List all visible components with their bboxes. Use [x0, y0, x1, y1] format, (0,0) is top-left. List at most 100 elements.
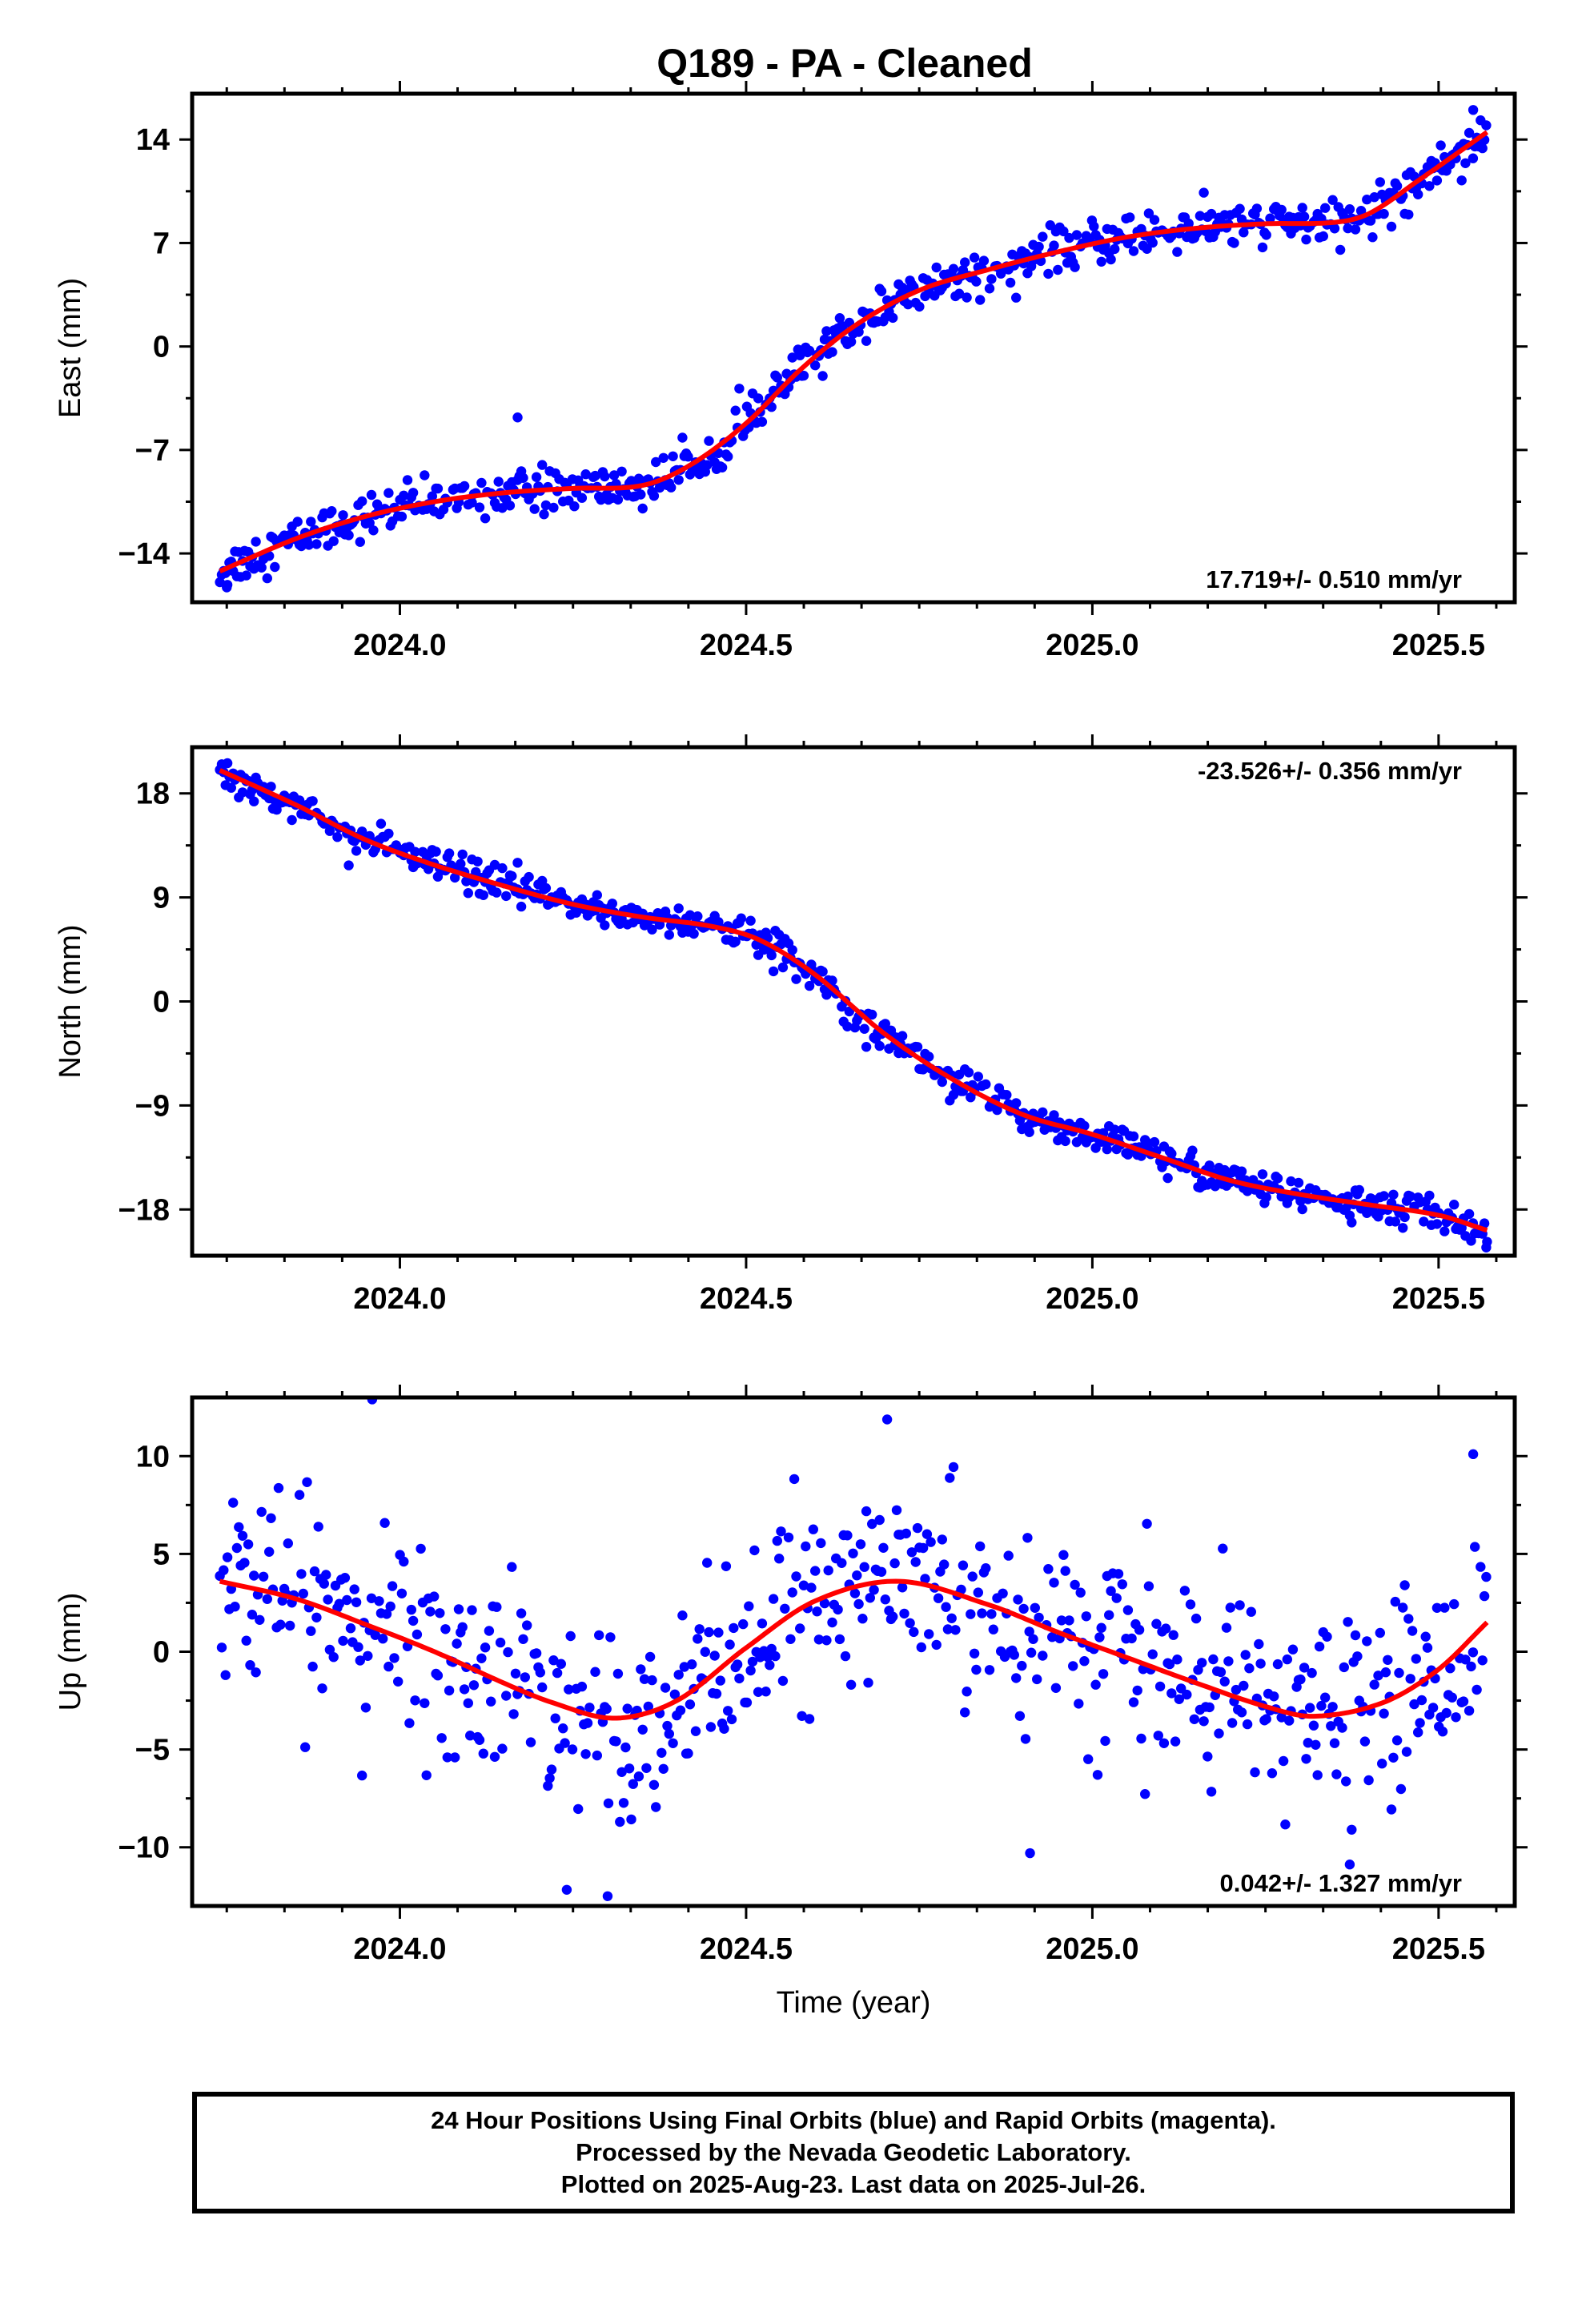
data-point	[1301, 234, 1311, 245]
data-point	[812, 1606, 822, 1617]
data-point	[1143, 1581, 1154, 1591]
data-point	[239, 1558, 250, 1568]
data-point	[723, 451, 733, 462]
data-point	[368, 525, 379, 536]
data-point	[1168, 1630, 1178, 1640]
data-point	[1111, 1593, 1122, 1603]
data-point	[761, 1687, 771, 1697]
data-point	[1477, 1655, 1488, 1666]
data-point	[1435, 140, 1446, 151]
x-tick-label: 2025.5	[1392, 1932, 1485, 1966]
data-point	[349, 1584, 359, 1594]
data-point	[383, 1661, 394, 1672]
data-point	[1011, 292, 1022, 303]
data-point	[307, 1661, 318, 1672]
data-point	[1413, 189, 1423, 199]
data-point	[1413, 1727, 1423, 1738]
data-point	[777, 962, 789, 973]
data-point	[1038, 1107, 1048, 1118]
data-point	[1456, 1223, 1467, 1233]
data-point	[1272, 1659, 1283, 1670]
data-point	[664, 930, 674, 940]
data-point	[226, 782, 236, 793]
data-point	[508, 1709, 519, 1719]
data-point	[1265, 213, 1275, 223]
data-point	[1024, 1127, 1034, 1138]
data-point	[789, 1474, 800, 1485]
data-point	[571, 907, 581, 918]
data-point	[647, 924, 657, 935]
data-point	[1172, 1655, 1182, 1665]
data-point	[256, 1506, 267, 1518]
data-point	[1472, 1684, 1482, 1695]
data-point	[744, 1601, 754, 1611]
data-point	[1011, 1673, 1022, 1683]
data-point	[421, 1770, 432, 1780]
data-points	[215, 1397, 1492, 1901]
data-point	[296, 1569, 307, 1579]
data-point	[1147, 237, 1158, 248]
data-point	[1445, 1663, 1456, 1674]
data-point	[1257, 1169, 1268, 1180]
data-point	[1272, 1173, 1283, 1184]
data-point	[787, 352, 797, 363]
data-point	[1132, 1685, 1142, 1696]
data-point	[921, 1529, 933, 1539]
data-point	[1424, 181, 1435, 191]
data-point	[1297, 203, 1307, 213]
data-point	[552, 1667, 563, 1679]
data-point	[1257, 242, 1268, 253]
data-point	[914, 301, 925, 312]
data-point	[1354, 1184, 1365, 1196]
data-point	[745, 915, 756, 926]
data-point	[480, 513, 491, 524]
y-tick-label: −14	[118, 537, 170, 571]
data-point	[1195, 211, 1206, 221]
data-point	[231, 1542, 243, 1554]
data-point	[891, 1505, 902, 1516]
data-point	[1305, 1703, 1315, 1713]
data-point	[1416, 1695, 1427, 1706]
data-point	[459, 1684, 470, 1695]
data-point	[1254, 1638, 1264, 1650]
data-point	[1420, 1631, 1431, 1642]
data-point	[1092, 1770, 1103, 1780]
data-point	[1422, 1642, 1433, 1653]
data-point	[497, 862, 508, 874]
data-point	[1034, 241, 1044, 252]
x-tick-label: 2024.0	[353, 1932, 446, 1966]
data-point	[1401, 1747, 1412, 1757]
rate-label: -23.526+/- 0.356 mm/yr	[1198, 757, 1462, 785]
data-point	[702, 1558, 713, 1568]
data-point	[342, 1594, 352, 1606]
data-point	[292, 517, 303, 527]
data-point	[580, 1749, 591, 1759]
x-tick-label: 2024.5	[700, 629, 793, 662]
data-point	[1343, 1191, 1353, 1202]
data-point	[1464, 1706, 1475, 1716]
data-point	[406, 1604, 416, 1615]
data-point	[1437, 1727, 1448, 1737]
data-point	[396, 1588, 408, 1599]
data-point	[842, 1021, 853, 1032]
data-point	[757, 416, 768, 427]
data-point	[1337, 1723, 1347, 1733]
data-point	[328, 536, 339, 546]
data-point	[1362, 195, 1372, 205]
data-point	[772, 372, 782, 383]
data-point	[916, 1642, 927, 1653]
data-point	[966, 1609, 976, 1619]
data-point	[1379, 1191, 1389, 1201]
data-point	[1311, 1739, 1321, 1750]
data-point	[256, 562, 267, 573]
data-point	[474, 1735, 485, 1745]
data-point	[338, 510, 348, 521]
data-point	[777, 1675, 789, 1687]
data-point	[693, 911, 703, 922]
data-point	[673, 1670, 684, 1680]
data-point	[590, 1667, 600, 1677]
data-point	[1221, 1622, 1232, 1633]
data-point	[948, 1089, 959, 1100]
data-point	[436, 1733, 447, 1743]
data-point	[1326, 1721, 1336, 1731]
